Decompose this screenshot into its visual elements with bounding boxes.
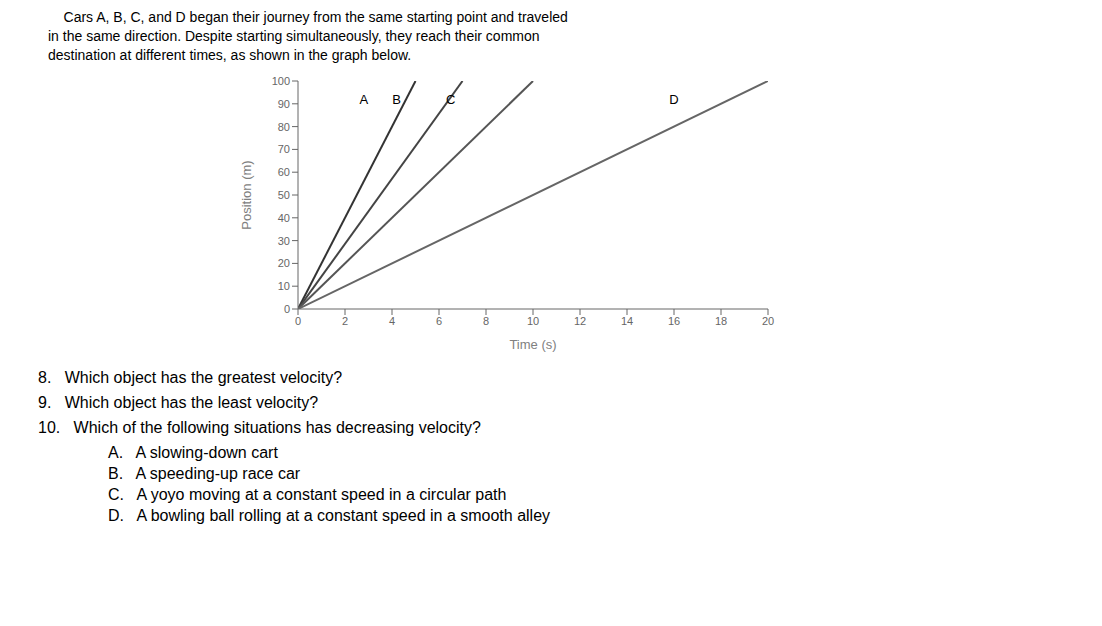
svg-text:50: 50: [278, 189, 290, 201]
svg-text:40: 40: [278, 212, 290, 224]
svg-text:6: 6: [436, 315, 442, 327]
html-text:D. A bowling ball rolling at a: D. A bowling ball rolling at a constant …: [108, 507, 550, 524]
svg-text:10: 10: [278, 280, 290, 292]
svg-text:8: 8: [483, 315, 489, 327]
svg-text:90: 90: [278, 98, 290, 110]
svg-text:16: 16: [668, 315, 680, 327]
svg-text:70: 70: [278, 143, 290, 155]
svg-text:C: C: [446, 92, 455, 107]
svg-text:D: D: [669, 92, 678, 107]
svg-text:4: 4: [389, 315, 395, 327]
svg-text:Time (s): Time (s): [509, 337, 556, 352]
svg-text:0: 0: [284, 303, 290, 315]
svg-text:2: 2: [342, 315, 348, 327]
svg-text:100: 100: [272, 75, 290, 87]
svg-text:80: 80: [278, 121, 290, 133]
svg-text:30: 30: [278, 235, 290, 247]
html-text:destination at different times: destination at different times, as shown…: [48, 47, 412, 63]
html-text:in the same direction. Despite: in the same direction. Despite starting …: [48, 28, 540, 44]
svg-text:20: 20: [762, 315, 774, 327]
svg-text:20: 20: [278, 257, 290, 269]
svg-text:B: B: [392, 92, 401, 107]
html-text:9. Which object has the least: 9. Which object has the least velocity?: [38, 394, 319, 411]
svg-text:Position (m): Position (m): [239, 160, 254, 229]
html-text:10. Which of the following sit: 10. Which of the following situations ha…: [38, 419, 481, 436]
svg-text:12: 12: [574, 315, 586, 327]
html-text:B. A speeding-up race car: B. A speeding-up race car: [108, 465, 301, 482]
svg-text:18: 18: [715, 315, 727, 327]
html-text:Cars A, B, C, and D began thei: Cars A, B, C, and D began their journey …: [48, 9, 568, 25]
svg-text:A: A: [359, 92, 368, 107]
svg-text:10: 10: [527, 315, 539, 327]
svg-text:0: 0: [295, 315, 301, 327]
html-text:A. A slowing-down cart: A. A slowing-down cart: [108, 444, 278, 461]
html-text:8. Which object has the greate: 8. Which object has the greatest velocit…: [38, 369, 343, 386]
svg-text:60: 60: [278, 166, 290, 178]
html-text:C. A yoyo moving at a constant: C. A yoyo moving at a constant speed in …: [108, 486, 507, 503]
svg-text:14: 14: [621, 315, 633, 327]
